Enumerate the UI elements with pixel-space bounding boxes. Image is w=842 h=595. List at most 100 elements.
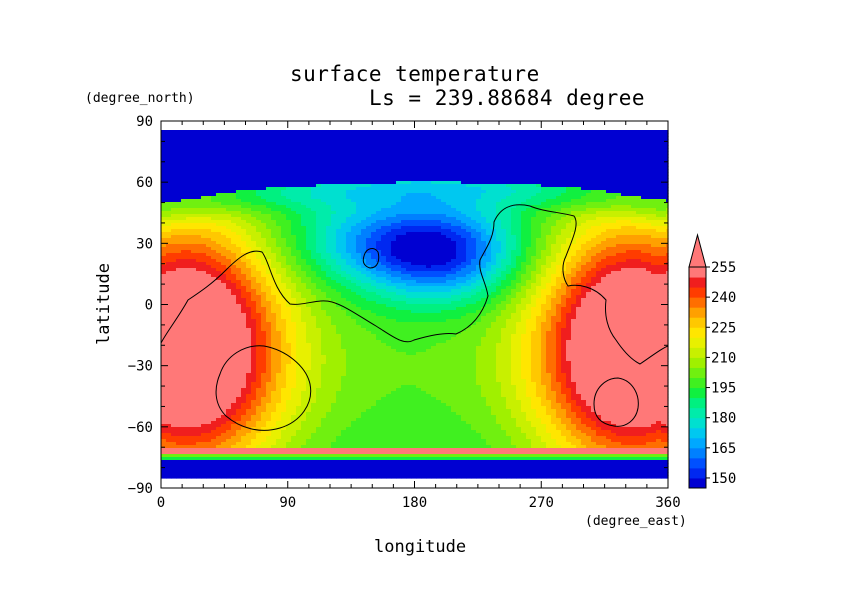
field-cell <box>206 178 212 182</box>
field-cell <box>281 226 287 230</box>
field-cell <box>161 133 167 137</box>
field-cell <box>191 253 197 257</box>
field-cell <box>251 175 257 179</box>
field-cell <box>246 133 252 137</box>
field-cell <box>371 157 377 161</box>
field-cell <box>286 253 292 257</box>
field-cell <box>351 154 357 158</box>
field-cell <box>211 235 217 239</box>
field-cell <box>586 271 592 275</box>
field-cell <box>341 178 347 182</box>
field-cell <box>486 217 492 221</box>
field-cell <box>616 247 622 251</box>
field-cell <box>171 205 177 209</box>
field-cell <box>636 226 642 230</box>
field-cell <box>466 244 472 248</box>
field-cell <box>551 196 557 200</box>
field-cell <box>426 250 432 254</box>
field-cell <box>566 190 572 194</box>
field-cell <box>351 175 357 179</box>
field-cell <box>226 193 232 197</box>
field-cell <box>661 265 667 269</box>
field-cell <box>466 241 472 245</box>
field-cell <box>166 217 172 221</box>
field-cell <box>626 142 632 146</box>
field-cell <box>426 160 432 164</box>
field-cell <box>651 136 657 140</box>
field-cell <box>211 148 217 152</box>
field-cell <box>496 169 502 173</box>
field-cell <box>166 193 172 197</box>
field-cell <box>261 133 267 137</box>
field-cell <box>636 259 642 263</box>
field-cell <box>391 235 397 239</box>
field-cell <box>596 268 602 272</box>
field-cell <box>166 205 172 209</box>
field-cell <box>171 256 177 260</box>
field-cell <box>221 163 227 167</box>
field-cell <box>341 217 347 221</box>
field-cell <box>356 151 362 155</box>
field-cell <box>336 220 342 224</box>
field-cell <box>171 253 177 257</box>
field-cell <box>456 187 462 191</box>
field-cell <box>636 157 642 161</box>
field-cell <box>601 229 607 233</box>
field-cell <box>481 265 487 269</box>
field-cell <box>231 133 237 137</box>
field-cell <box>351 184 357 188</box>
field-cell <box>196 166 202 170</box>
field-cell <box>341 232 347 236</box>
field-cell <box>601 232 607 236</box>
field-cell <box>451 262 457 266</box>
field-cell <box>176 220 182 224</box>
field-cell <box>551 265 557 269</box>
field-cell <box>661 139 667 143</box>
field-cell <box>191 214 197 218</box>
field-cell <box>276 199 282 203</box>
field-cell <box>481 211 487 215</box>
field-cell <box>236 235 242 239</box>
field-cell <box>401 250 407 254</box>
field-cell <box>561 184 567 188</box>
field-cell <box>301 178 307 182</box>
field-cell <box>416 184 422 188</box>
field-cell <box>261 169 267 173</box>
field-cell <box>406 259 412 263</box>
field-cell <box>571 133 577 137</box>
field-cell <box>401 172 407 176</box>
field-cell <box>366 235 372 239</box>
field-cell <box>176 202 182 206</box>
field-cell <box>386 244 392 248</box>
field-cell <box>406 181 412 185</box>
field-cell <box>451 274 457 278</box>
field-cell <box>216 175 222 179</box>
field-cell <box>286 232 292 236</box>
field-cell <box>441 145 447 149</box>
field-cell <box>451 256 457 260</box>
field-cell <box>296 190 302 194</box>
field-cell <box>326 172 332 176</box>
field-cell <box>166 244 172 248</box>
field-cell <box>576 169 582 173</box>
field-cell <box>566 262 572 266</box>
field-cell <box>306 205 312 209</box>
field-cell <box>191 247 197 251</box>
field-cell <box>166 256 172 260</box>
field-cell <box>421 172 427 176</box>
field-cell <box>316 181 322 185</box>
field-cell <box>501 256 507 260</box>
field-cell <box>456 145 462 149</box>
field-cell <box>611 193 617 197</box>
field-cell <box>431 202 437 206</box>
field-cell <box>426 214 432 218</box>
field-cell <box>551 160 557 164</box>
field-cell <box>531 217 537 221</box>
field-cell <box>266 235 272 239</box>
field-cell <box>216 232 222 236</box>
field-cell <box>221 244 227 248</box>
field-cell <box>501 169 507 173</box>
field-cell <box>236 166 242 170</box>
field-cell <box>201 187 207 191</box>
field-cell <box>386 202 392 206</box>
